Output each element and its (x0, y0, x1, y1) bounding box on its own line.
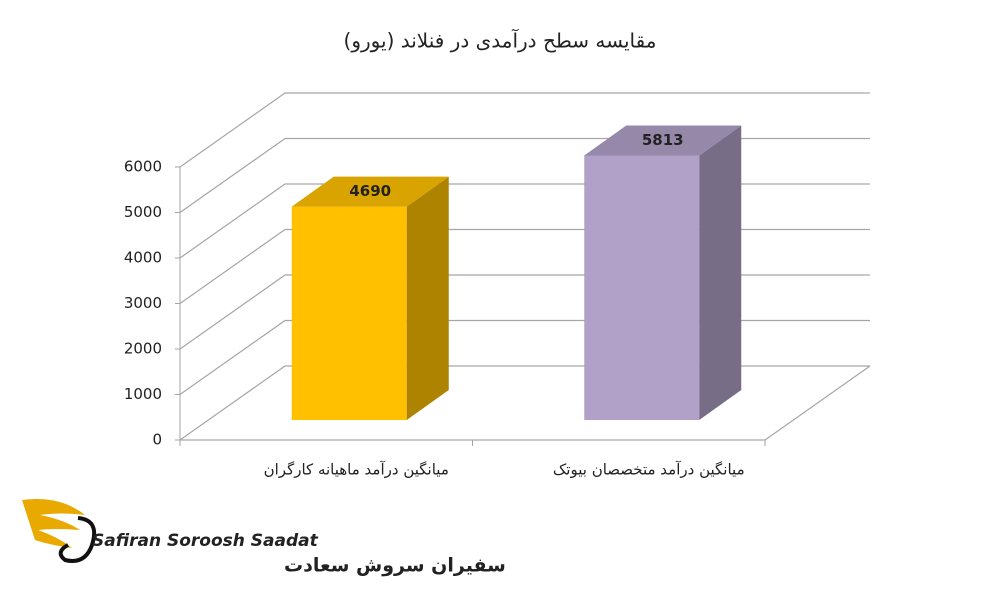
y-tick-label: 6000 (124, 158, 162, 176)
grid-line (179, 228, 870, 304)
bar-front (291, 206, 407, 420)
grid-line (179, 183, 870, 259)
bar-top (584, 125, 742, 156)
bar-top (291, 176, 449, 207)
x-tick-label: میانگین درآمد متخصصان بیوتک (553, 461, 745, 479)
bar-side (406, 176, 449, 420)
x-tick-label: میانگین درآمد ماهیانه کارگران (264, 461, 449, 479)
value-label: 5813 (642, 131, 684, 149)
grid-line (179, 137, 870, 213)
logo: Safiran Soroosh Saadat سفیران سروش سعادت (22, 499, 506, 577)
value-label: 4690 (349, 182, 391, 200)
bar-front (584, 155, 700, 421)
bar (291, 176, 449, 420)
logo-swan (58, 516, 97, 563)
bar (584, 125, 742, 421)
bar-side (699, 125, 742, 421)
y-tick-label: 4000 (124, 249, 162, 267)
chart-title: مقایسه سطح درآمدی در فنلاند (یورو) (344, 28, 657, 53)
y-tick-label: 1000 (124, 385, 162, 403)
logo-name-fa: سفیران سروش سعادت (284, 555, 506, 577)
y-tick-label: 3000 (124, 294, 162, 312)
grid-line (179, 365, 870, 441)
y-tick-label: 2000 (124, 340, 162, 358)
grid-line (179, 319, 870, 395)
logo-name-en: Safiran Soroosh Saadat (92, 531, 319, 551)
y-tick-label: 0 (152, 431, 162, 449)
grid-line (179, 92, 870, 168)
grid-line (179, 274, 870, 350)
y-tick-label: 5000 (124, 203, 162, 221)
logo-wing (22, 499, 85, 548)
floor (180, 365, 871, 441)
